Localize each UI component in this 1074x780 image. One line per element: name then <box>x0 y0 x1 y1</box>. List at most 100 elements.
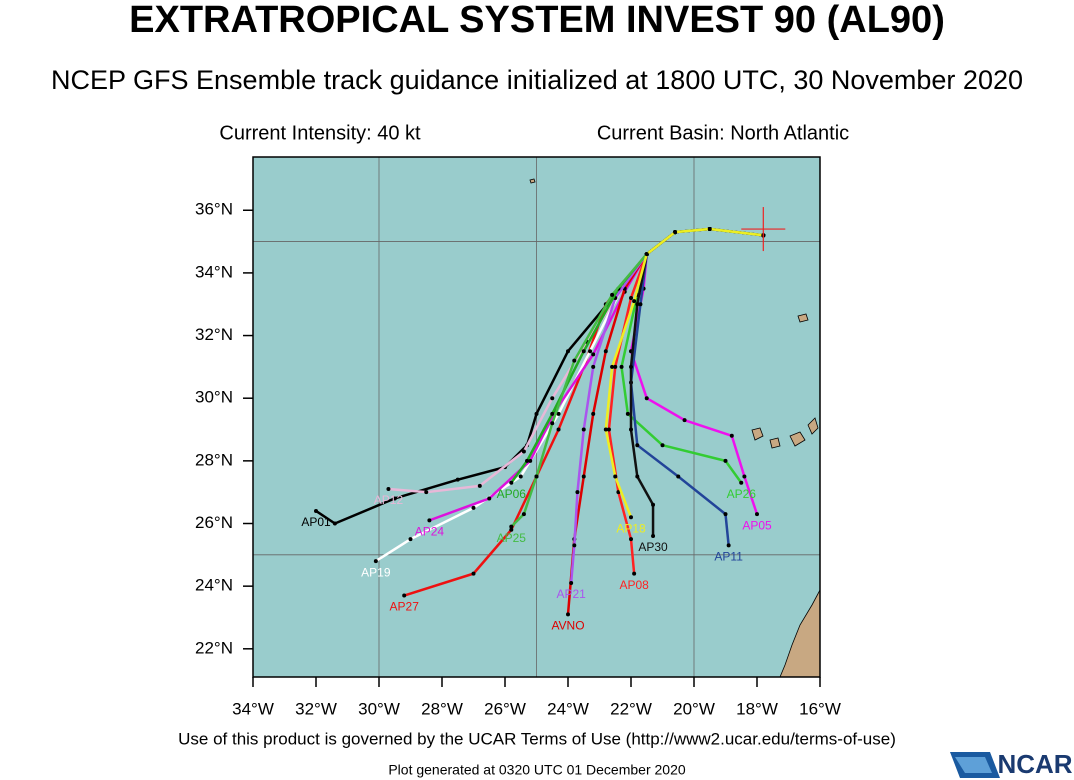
track-point <box>314 508 318 513</box>
track-point <box>550 396 555 401</box>
track-point <box>424 490 429 495</box>
track-point <box>521 449 526 454</box>
track-point <box>635 443 640 448</box>
map-frame <box>252 156 821 678</box>
track-point <box>707 227 712 232</box>
track-point <box>644 252 649 257</box>
x-tick-label: 28°W <box>421 699 463 718</box>
track-point <box>427 518 432 523</box>
track-point <box>729 433 734 438</box>
track-point <box>629 295 633 300</box>
track-label: AP18 <box>616 521 646 535</box>
track-point <box>635 302 640 307</box>
track-label: AP08 <box>619 578 649 592</box>
track-point <box>509 527 514 532</box>
y-tick-label: 34°N <box>195 262 233 281</box>
track-point <box>660 443 665 448</box>
x-tick-label: 20°W <box>673 699 715 718</box>
y-tick-label: 26°N <box>195 513 233 532</box>
track-point <box>755 512 759 517</box>
track-point <box>581 349 586 354</box>
track-point <box>569 581 574 586</box>
track-point <box>408 537 413 542</box>
track-point <box>616 490 621 495</box>
track-point <box>550 411 555 416</box>
y-tick-label: 32°N <box>195 325 233 344</box>
track-point <box>528 458 533 463</box>
track-label: AP06 <box>497 487 527 501</box>
track-point <box>673 230 678 235</box>
track-point <box>588 349 593 354</box>
track-point <box>402 593 407 598</box>
track-point <box>742 474 747 479</box>
track-label: AP26 <box>727 487 757 501</box>
x-tick-label: 26°W <box>484 699 526 718</box>
track-point <box>455 477 460 482</box>
track-point <box>629 364 633 369</box>
track-point <box>723 458 728 463</box>
track-point <box>610 292 615 297</box>
track-point <box>477 483 482 488</box>
tracks: AP01 AP27 AP19 AP12 AP24 AP05 AP26 AP11 AVNO AP08… <box>301 227 772 633</box>
track-point <box>572 358 577 363</box>
track-point <box>591 364 596 369</box>
track-point <box>471 571 476 576</box>
track-label: AP12 <box>374 493 404 507</box>
x-tick-label: 32°W <box>295 699 337 718</box>
x-tick-label: 34°W <box>232 699 274 718</box>
y-tick-label: 24°N <box>195 576 233 595</box>
track-point <box>635 474 640 479</box>
track-point <box>638 302 643 307</box>
track-point <box>566 612 570 617</box>
track-point <box>521 512 526 517</box>
track-label: AP01 <box>301 515 331 529</box>
track-label: AP25 <box>497 531 527 545</box>
track-label: AVNO <box>551 619 584 633</box>
track-point <box>556 411 561 416</box>
subtitle: NCEP GFS Ensemble track guidance initial… <box>51 65 1023 95</box>
y-tick-label: 36°N <box>195 200 233 219</box>
track-point <box>739 480 744 485</box>
track-point <box>373 559 378 564</box>
track-point <box>575 490 580 495</box>
track-point <box>392 496 397 501</box>
intensity: Current Intensity: 40 kt <box>219 122 421 144</box>
track-point <box>676 474 681 479</box>
generated: Plot generated at 0320 UTC 01 December 2… <box>388 762 686 778</box>
track-point <box>591 411 596 416</box>
track-point <box>581 474 586 479</box>
x-tick-label: 30°W <box>358 699 400 718</box>
track-point <box>509 524 514 529</box>
track-label: AP05 <box>742 518 772 532</box>
track-point <box>556 427 561 432</box>
logo-text: NCAR <box>997 749 1072 779</box>
track-point <box>613 474 618 479</box>
track-point <box>651 534 656 539</box>
track-point <box>723 512 728 517</box>
track-point <box>603 349 608 354</box>
track-label: AP24 <box>415 525 445 539</box>
track-label: AP21 <box>556 587 586 601</box>
x-tick-label: 24°W <box>547 699 589 718</box>
track-point <box>610 364 615 369</box>
track-point <box>525 458 530 463</box>
land <box>529 178 820 677</box>
y-tick-label: 28°N <box>195 450 233 469</box>
y-tick-label: 22°N <box>195 638 233 657</box>
logo: NCAR <box>950 749 1073 779</box>
track-point <box>581 427 586 432</box>
track-point <box>629 537 633 542</box>
track-point <box>550 421 555 426</box>
basin: Current Basin: North Atlantic <box>597 122 849 144</box>
track-point <box>534 411 539 416</box>
x-tick-label: 22°W <box>610 699 652 718</box>
track-point <box>632 571 637 576</box>
track-point <box>572 543 577 548</box>
track-point <box>619 364 624 369</box>
track-point <box>606 427 611 432</box>
track-point <box>332 521 337 526</box>
track-point <box>632 299 637 304</box>
track-point <box>487 496 492 501</box>
title: EXTRATROPICAL SYSTEM INVEST 90 (AL90) <box>129 0 945 41</box>
track-point <box>386 487 391 492</box>
